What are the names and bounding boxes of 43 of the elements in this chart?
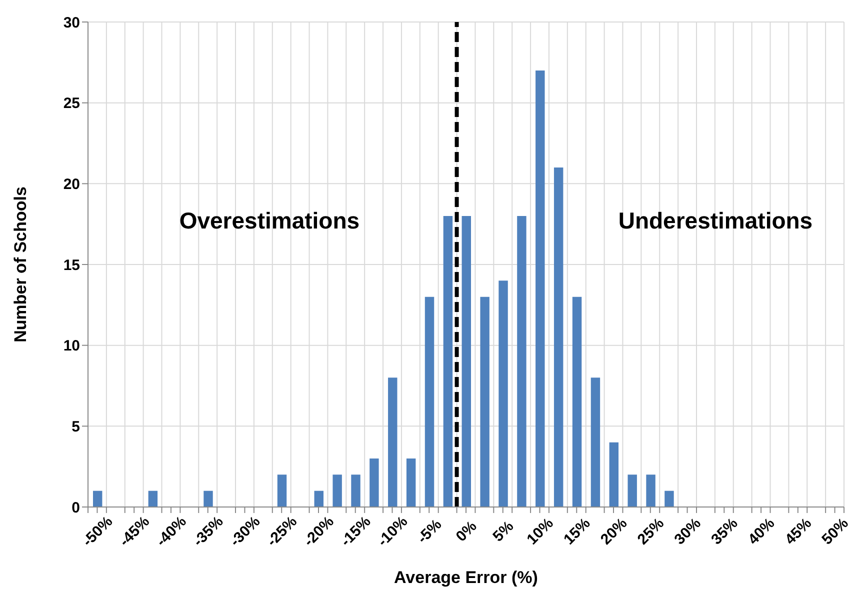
bar [462, 216, 471, 507]
bar [351, 474, 360, 507]
annotation: Overestimations [179, 207, 360, 234]
annotation: Underestimations [618, 207, 813, 234]
bar [480, 296, 490, 507]
y-tick-label: 25 [63, 95, 80, 112]
y-axis-title: Number of Schools [11, 186, 30, 342]
x-tick-label: -5% [414, 516, 446, 547]
bar [664, 490, 674, 507]
y-tick-label: 0 [72, 499, 80, 516]
bar [443, 216, 453, 507]
y-tick-label: 5 [72, 418, 80, 436]
x-tick-label: 50% [818, 514, 852, 548]
bar [148, 490, 158, 507]
x-tick-label: 0% [452, 518, 480, 546]
x-tick-label: 45% [782, 514, 816, 548]
bar [277, 474, 287, 507]
x-tick-label: 5% [490, 518, 518, 546]
x-tick-label: 30% [671, 514, 704, 548]
x-axis-title: Average Error (%) [394, 568, 538, 587]
bar [646, 474, 656, 507]
bar [388, 378, 398, 507]
bar [406, 458, 416, 507]
y-tick-label: 10 [63, 338, 80, 355]
bar [572, 296, 582, 507]
bar [93, 490, 102, 507]
x-tick-label: 40% [744, 514, 778, 548]
bar [554, 168, 564, 507]
bar [590, 378, 600, 507]
y-tick-label: 15 [63, 256, 80, 274]
bar [536, 70, 545, 507]
bar [370, 458, 379, 507]
bar [628, 474, 637, 507]
bar [332, 474, 342, 507]
x-tick-label: 35% [708, 514, 742, 548]
bar [204, 490, 213, 507]
bar [314, 490, 324, 507]
bar [424, 296, 434, 507]
bar [498, 280, 508, 507]
bar [517, 216, 526, 507]
bar [609, 442, 619, 507]
y-tick-label: 20 [63, 176, 80, 193]
y-tick-label: 30 [63, 14, 80, 32]
